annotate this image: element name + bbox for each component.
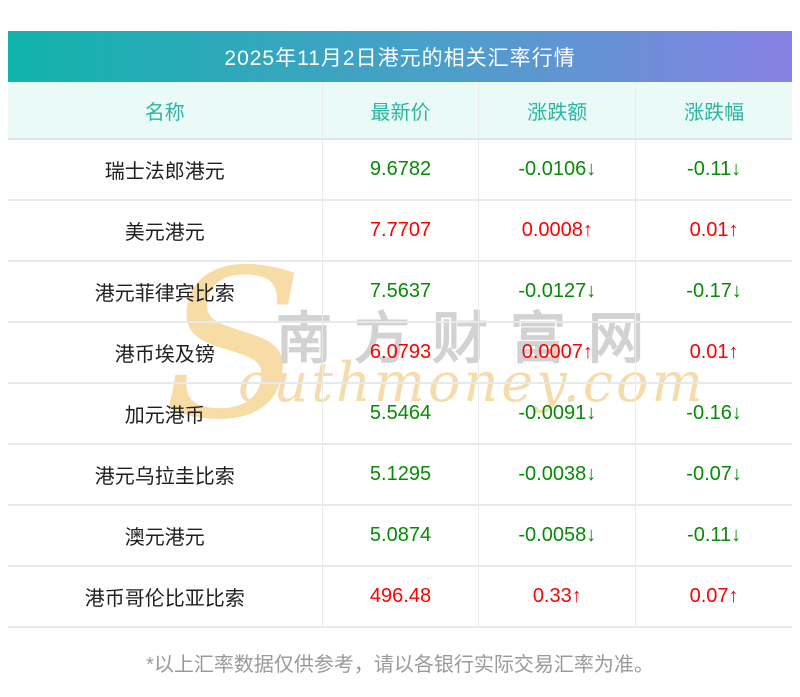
table-header-row: 名称 最新价 涨跌额 涨跌幅: [8, 82, 792, 140]
cell-latest-price: 9.6782: [321, 140, 479, 199]
title-bar: 2025年11月2日港元的相关汇率行情: [8, 31, 792, 82]
cell-currency-pair: 港币埃及镑: [114, 344, 215, 366]
cell-latest-price: 5.1295: [321, 445, 479, 504]
table-body: 瑞士法郎港元 9.6782 -0.0106↓ -0.11↓ 美元港元 7.7707 0.00…: [8, 140, 792, 628]
cell-change-percent: -0.16↓: [635, 384, 792, 443]
cell-currency-pair: 加元港币: [124, 405, 205, 427]
cell-currency-pair: 港币哥伦比亚比索: [84, 588, 245, 610]
cell-latest-price: 496.48: [321, 567, 479, 626]
table-row: 港元菲律宾比索 7.5637 -0.0127↓ -0.17↓: [8, 262, 792, 323]
exchange-rates-table: 名称 最新价 涨跌额 涨跌幅 瑞士法郎港元 9.6782 -0.0106↓ -0.11…: [8, 82, 792, 628]
cell-currency-pair: 港元乌拉圭比索: [94, 466, 235, 488]
cell-change-amount: 0.0007↑: [478, 323, 635, 382]
header-change-percent: 涨跌幅: [635, 82, 792, 138]
header-change-amount: 涨跌额: [478, 82, 635, 138]
header-name: 名称: [144, 101, 185, 124]
table-row: 澳元港元 5.0874 -0.0058↓ -0.11↓: [8, 506, 792, 567]
cell-change-percent: 0.01↑: [635, 323, 792, 382]
table-row: 瑞士法郎港元 9.6782 -0.0106↓ -0.11↓: [8, 140, 792, 201]
cell-currency-pair: 澳元港元: [124, 527, 205, 549]
cell-currency-pair: 瑞士法郎港元: [104, 161, 225, 183]
cell-change-amount: -0.0091↓: [478, 384, 635, 443]
cell-change-percent: -0.17↓: [635, 262, 792, 321]
cell-latest-price: 5.5464: [321, 384, 479, 443]
cell-change-amount: -0.0106↓: [478, 140, 635, 199]
cell-change-amount: 0.33↑: [478, 567, 635, 626]
cell-change-amount: 0.0008↑: [478, 201, 635, 260]
table-row: 港币埃及镑 6.0793 0.0007↑ 0.01↑: [8, 323, 792, 384]
cell-change-amount: -0.0038↓: [478, 445, 635, 504]
cell-change-percent: 0.01↑: [635, 201, 792, 260]
table-row: 港币哥伦比亚比索 496.48 0.33↑ 0.07↑: [8, 567, 792, 628]
page-title: 2025年11月2日港元的相关汇率行情: [224, 46, 576, 70]
cell-change-amount: -0.0127↓: [478, 262, 635, 321]
cell-latest-price: 7.7707: [321, 201, 479, 260]
table-row: 加元港币 5.5464 -0.0091↓ -0.16↓: [8, 384, 792, 445]
cell-change-percent: -0.11↓: [635, 140, 792, 199]
cell-latest-price: 5.0874: [321, 506, 479, 565]
cell-change-percent: 0.07↑: [635, 567, 792, 626]
header-latest-price: 最新价: [321, 82, 479, 138]
cell-currency-pair: 港元菲律宾比索: [94, 283, 235, 305]
table-row: 港元乌拉圭比索 5.1295 -0.0038↓ -0.07↓: [8, 445, 792, 506]
cell-latest-price: 6.0793: [321, 323, 479, 382]
cell-latest-price: 7.5637: [321, 262, 479, 321]
disclaimer-note: *以上汇率数据仅供参考，请以各银行实际交易汇率为准。: [146, 654, 654, 676]
cell-change-percent: -0.11↓: [635, 506, 792, 565]
cell-currency-pair: 美元港元: [124, 222, 205, 244]
table-row: 美元港元 7.7707 0.0008↑ 0.01↑: [8, 201, 792, 262]
cell-change-percent: -0.07↓: [635, 445, 792, 504]
cell-change-amount: -0.0058↓: [478, 506, 635, 565]
